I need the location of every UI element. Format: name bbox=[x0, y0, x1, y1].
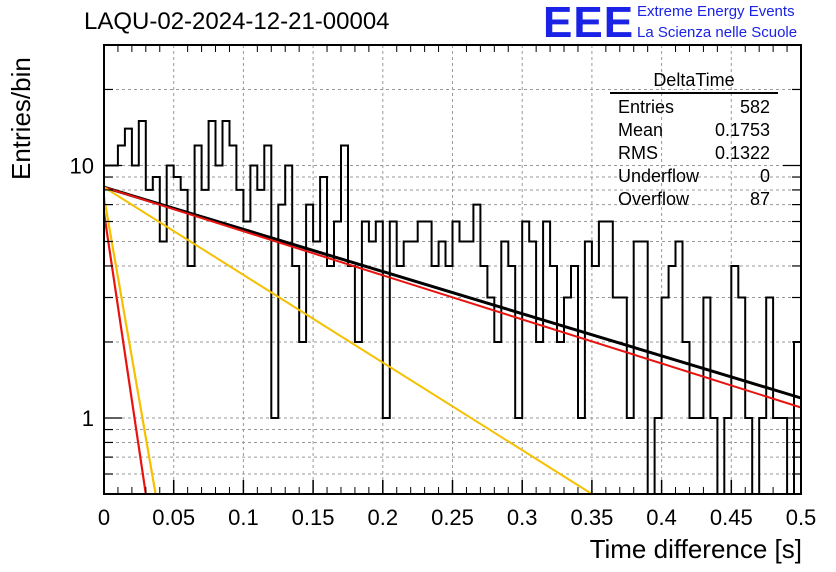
x-tick-label: 0.5 bbox=[786, 505, 817, 530]
x-tick-label: 0.25 bbox=[431, 505, 474, 530]
y-tick-label: 1 bbox=[82, 406, 94, 431]
stats-row-overflow: Overflow 87 bbox=[610, 188, 778, 211]
stats-value: 0 bbox=[759, 166, 770, 186]
histogram-steps bbox=[104, 120, 801, 495]
stats-value: 0.1322 bbox=[714, 143, 770, 163]
fit-line bbox=[103, 186, 593, 495]
stats-label: RMS bbox=[618, 143, 658, 163]
chart-title: LAQU-02-2024-12-21-00004 bbox=[84, 8, 390, 35]
stats-label: Overflow bbox=[618, 189, 690, 209]
stats-row-rms: RMS 0.1322 bbox=[610, 142, 778, 165]
x-tick-label: 0 bbox=[98, 505, 110, 530]
fit-curves bbox=[102, 185, 802, 495]
fit-line bbox=[103, 185, 802, 400]
x-tick-label: 0.45 bbox=[710, 505, 753, 530]
stats-value: 87 bbox=[749, 189, 770, 209]
grid bbox=[104, 44, 801, 495]
eee-logo: EEE bbox=[543, 0, 635, 47]
logo-subtitle-1: Extreme Energy Events bbox=[637, 3, 795, 20]
y-axis-label: Entries/bin bbox=[6, 57, 36, 180]
x-tick-label: 0.4 bbox=[646, 505, 677, 530]
x-axis-label: Time difference [s] bbox=[589, 534, 802, 564]
stats-label: Mean bbox=[618, 120, 664, 140]
y-tick-label: 10 bbox=[70, 153, 94, 178]
fit-line bbox=[102, 212, 147, 495]
stats-row-entries: Entries 582 bbox=[610, 96, 778, 119]
stats-value: 582 bbox=[739, 97, 770, 117]
stats-row-mean: Mean 0.1753 bbox=[610, 119, 778, 142]
stats-value: 0.1753 bbox=[714, 120, 770, 140]
axis-ticks: 0 0.05 0.1 0.15 0.2 0.25 0.3 0.35 0.4 0.45 0.5 1 10 bbox=[70, 44, 817, 530]
stats-box: DeltaTime Entries 582 Mean 0.1753 RMS 0.… bbox=[610, 70, 778, 211]
x-tick-label: 0.3 bbox=[507, 505, 538, 530]
histogram bbox=[104, 120, 801, 495]
logo-subtitle-2: La Scienza nelle Scuole bbox=[637, 24, 798, 41]
stats-label: Underflow bbox=[618, 166, 700, 186]
fit-line bbox=[102, 196, 157, 495]
x-tick-label: 0.2 bbox=[368, 505, 399, 530]
stats-row-underflow: Underflow 0 bbox=[610, 165, 778, 188]
x-tick-label: 0.35 bbox=[570, 505, 613, 530]
stats-label: Entries bbox=[618, 97, 675, 117]
fit-line bbox=[103, 186, 802, 409]
stats-title: DeltaTime bbox=[610, 70, 778, 94]
x-tick-label: 0.1 bbox=[228, 505, 259, 530]
x-tick-label: 0.05 bbox=[152, 505, 195, 530]
x-tick-label: 0.15 bbox=[292, 505, 335, 530]
